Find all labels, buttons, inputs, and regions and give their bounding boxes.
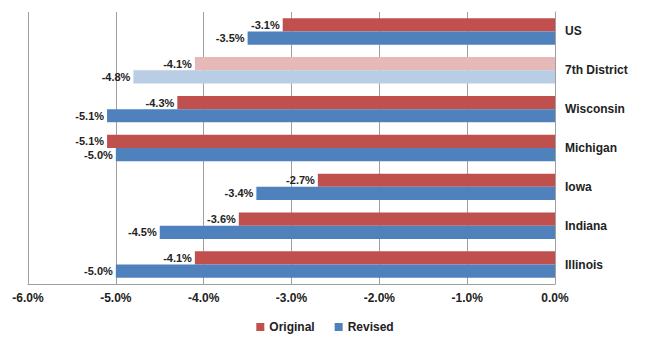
svg-text:Illinois: Illinois bbox=[565, 258, 603, 272]
svg-text:-4.0%: -4.0% bbox=[188, 291, 220, 305]
svg-text:Indiana: Indiana bbox=[565, 219, 607, 233]
svg-text:-3.4%: -3.4% bbox=[225, 187, 254, 199]
svg-text:-3.0%: -3.0% bbox=[276, 291, 308, 305]
svg-text:7th District: 7th District bbox=[565, 63, 628, 77]
svg-text:-4.5%: -4.5% bbox=[128, 226, 157, 238]
svg-text:-3.5%: -3.5% bbox=[216, 32, 245, 44]
svg-text:Michigan: Michigan bbox=[565, 141, 617, 155]
svg-text:-5.1%: -5.1% bbox=[75, 135, 104, 147]
svg-text:-1.0%: -1.0% bbox=[451, 291, 483, 305]
svg-text:-5.1%: -5.1% bbox=[75, 110, 104, 122]
svg-text:0.0%: 0.0% bbox=[541, 291, 569, 305]
svg-text:-5.0%: -5.0% bbox=[100, 291, 132, 305]
svg-text:Original: Original bbox=[269, 320, 314, 334]
svg-text:-2.7%: -2.7% bbox=[286, 174, 315, 186]
svg-text:-5.0%: -5.0% bbox=[84, 265, 113, 277]
svg-text:-6.0%: -6.0% bbox=[12, 291, 44, 305]
svg-text:-4.3%: -4.3% bbox=[146, 97, 175, 109]
svg-text:US: US bbox=[565, 24, 582, 38]
svg-text:-4.1%: -4.1% bbox=[163, 58, 192, 70]
svg-text:-5.0%: -5.0% bbox=[84, 149, 113, 161]
svg-text:-3.6%: -3.6% bbox=[207, 213, 236, 225]
svg-text:Revised: Revised bbox=[348, 320, 394, 334]
svg-text:-4.1%: -4.1% bbox=[163, 252, 192, 264]
svg-text:-4.8%: -4.8% bbox=[102, 71, 131, 83]
svg-text:Wisconsin: Wisconsin bbox=[565, 102, 625, 116]
svg-text:Iowa: Iowa bbox=[565, 180, 592, 194]
svg-text:-3.1%: -3.1% bbox=[251, 19, 280, 31]
svg-text:-2.0%: -2.0% bbox=[364, 291, 396, 305]
